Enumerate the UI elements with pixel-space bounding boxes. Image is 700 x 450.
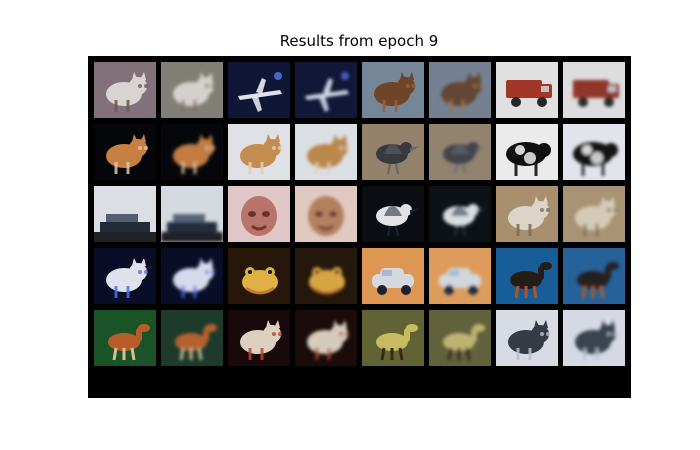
thumbnail-image [429, 124, 491, 180]
tile-r1-c3 [228, 62, 290, 118]
thumbnail-image [94, 186, 156, 242]
thumbnail-image [429, 310, 491, 366]
tile-r1-c4 [295, 62, 357, 118]
tile-r3-c2 [161, 186, 223, 242]
tile-r2-c1 [94, 124, 156, 180]
tile-r1-c5 [362, 62, 424, 118]
thumbnail-image [228, 124, 290, 180]
tile-r3-c6 [429, 186, 491, 242]
thumbnail-image [161, 310, 223, 366]
thumbnail-image [94, 124, 156, 180]
tile-r2-c7 [496, 124, 558, 180]
thumbnail-image [228, 62, 290, 118]
thumbnail-image [161, 124, 223, 180]
tile-r1-c2 [161, 62, 223, 118]
tile-r5-c4 [295, 310, 357, 366]
tile-r4-c8 [563, 248, 625, 304]
tile-r2-c2 [161, 124, 223, 180]
tile-r3-c1 [94, 186, 156, 242]
thumbnail-image [563, 248, 625, 304]
tile-r4-c4 [295, 248, 357, 304]
tile-r5-c8 [563, 310, 625, 366]
thumbnail-image [295, 62, 357, 118]
tile-r5-c6 [429, 310, 491, 366]
thumbnail-image [563, 62, 625, 118]
tile-r4-c5 [362, 248, 424, 304]
tile-r3-c8 [563, 186, 625, 242]
thumbnail-image [362, 186, 424, 242]
tile-r4-c3 [228, 248, 290, 304]
tile-r3-c7 [496, 186, 558, 242]
thumbnail-image [563, 310, 625, 366]
tile-r5-c3 [228, 310, 290, 366]
tile-r2-c6 [429, 124, 491, 180]
thumbnail-image [362, 248, 424, 304]
thumbnail-image [94, 310, 156, 366]
tile-r5-c5 [362, 310, 424, 366]
thumbnail-image [94, 248, 156, 304]
thumbnail-image [295, 248, 357, 304]
thumbnail-image [429, 186, 491, 242]
thumbnail-image [429, 62, 491, 118]
tile-r5-c2 [161, 310, 223, 366]
thumbnail-image [496, 248, 558, 304]
image-grid [88, 56, 631, 398]
tile-r1-c1 [94, 62, 156, 118]
tile-r1-c6 [429, 62, 491, 118]
thumbnail-image [362, 124, 424, 180]
thumbnail-image [295, 186, 357, 242]
thumbnail-image [161, 62, 223, 118]
thumbnail-image [496, 310, 558, 366]
tile-r1-c7 [496, 62, 558, 118]
thumbnail-image [563, 124, 625, 180]
thumbnail-image [496, 124, 558, 180]
tile-r5-c7 [496, 310, 558, 366]
tile-r3-c3 [228, 186, 290, 242]
tile-r5-c1 [94, 310, 156, 366]
tile-r2-c5 [362, 124, 424, 180]
thumbnail-image [295, 124, 357, 180]
thumbnail-image [94, 62, 156, 118]
tile-r1-c8 [563, 62, 625, 118]
tile-r4-c2 [161, 248, 223, 304]
tile-r3-c4 [295, 186, 357, 242]
thumbnail-image [496, 62, 558, 118]
tile-r4-c7 [496, 248, 558, 304]
thumbnail-image [362, 310, 424, 366]
tile-r2-c8 [563, 124, 625, 180]
tile-r2-c3 [228, 124, 290, 180]
thumbnail-image [228, 310, 290, 366]
thumbnail-image [429, 248, 491, 304]
figure-title: Results from epoch 9 [279, 32, 439, 50]
thumbnail-image [228, 248, 290, 304]
thumbnail-image [496, 186, 558, 242]
thumbnail-image [295, 310, 357, 366]
thumbnail-image [228, 186, 290, 242]
tile-r4-c1 [94, 248, 156, 304]
thumbnail-image [362, 62, 424, 118]
tile-r4-c6 [429, 248, 491, 304]
tile-r3-c5 [362, 186, 424, 242]
thumbnail-image [563, 186, 625, 242]
tile-r2-c4 [295, 124, 357, 180]
thumbnail-image [161, 248, 223, 304]
thumbnail-image [161, 186, 223, 242]
